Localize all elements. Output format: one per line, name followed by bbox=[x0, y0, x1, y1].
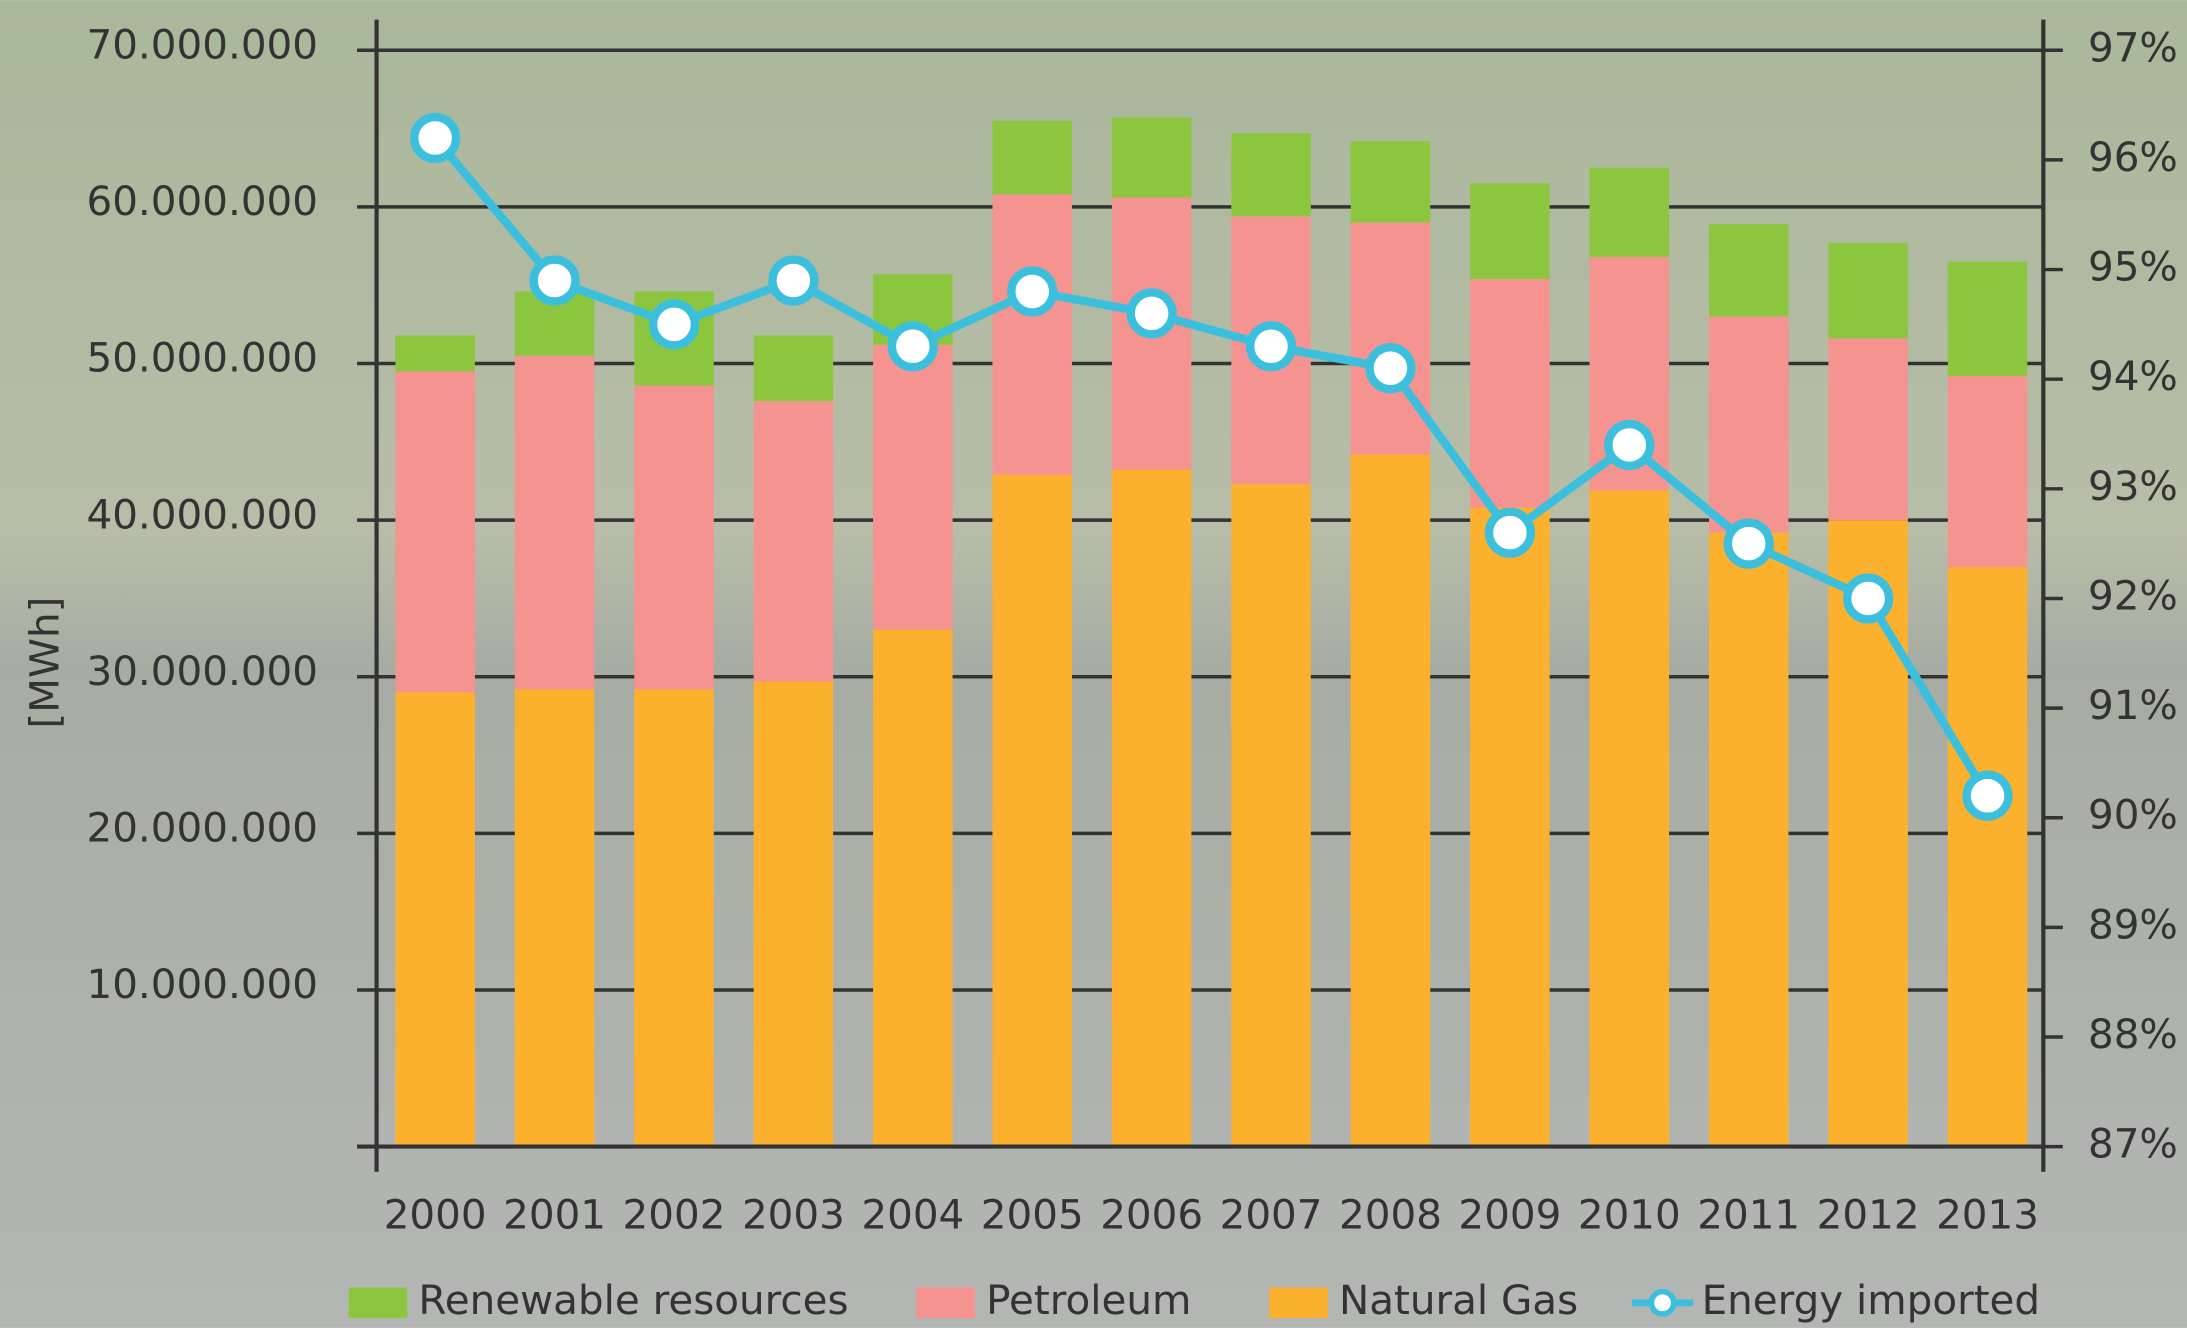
bar-segment bbox=[1351, 223, 1431, 455]
y-tick-label: 10.000.000 bbox=[86, 960, 318, 1008]
bar-segment bbox=[1828, 243, 1908, 339]
x-tick-label: 2006 bbox=[1100, 1191, 1203, 1239]
bar-segment bbox=[1351, 141, 1431, 222]
y2-tick-label: 97% bbox=[2088, 23, 2178, 71]
bar-segment bbox=[1948, 376, 2028, 567]
legend-label: Energy imported bbox=[1702, 1276, 2041, 1324]
y2-tick-label: 92% bbox=[2088, 571, 2178, 619]
line-marker bbox=[1489, 512, 1531, 554]
legend-swatch bbox=[349, 1287, 408, 1318]
bar-segment bbox=[1112, 118, 1192, 198]
x-tick-label: 2004 bbox=[861, 1191, 964, 1239]
legend-swatch bbox=[916, 1287, 975, 1318]
bar-segment bbox=[1590, 490, 1670, 1146]
x-tick-label: 2002 bbox=[623, 1191, 726, 1239]
y-tick-label: 70.000.000 bbox=[86, 21, 318, 69]
line-marker bbox=[772, 260, 814, 302]
x-tick-label: 2008 bbox=[1339, 1191, 1442, 1239]
y-tick-label: 50.000.000 bbox=[86, 334, 318, 382]
y2-tick-label: 94% bbox=[2088, 352, 2178, 400]
bar-segment bbox=[1709, 224, 1789, 316]
bar-segment bbox=[1948, 567, 2028, 1146]
bar-segment bbox=[1470, 279, 1550, 508]
chart: [MWh] 10.000.000 20.000.000 30.000.000 40.0… bbox=[0, 0, 2187, 1328]
bar-segment bbox=[395, 335, 475, 371]
line-marker bbox=[1370, 347, 1412, 389]
x-tick-label: 2013 bbox=[1936, 1191, 2039, 1239]
bar-segment bbox=[1828, 338, 1908, 520]
y2-tick-label: 89% bbox=[2088, 900, 2178, 948]
legend-swatch bbox=[1651, 1292, 1673, 1314]
bar-segment bbox=[873, 630, 953, 1147]
legend-swatch bbox=[1269, 1287, 1328, 1318]
bar-segment bbox=[873, 345, 953, 630]
line-marker bbox=[653, 303, 695, 345]
page: {"chart_data": {"type": "bar", "stacked"… bbox=[0, 0, 2187, 1328]
line-marker bbox=[1847, 578, 1889, 620]
legend-label: Renewable resources bbox=[418, 1276, 848, 1324]
bar-segment bbox=[992, 475, 1072, 1147]
line-marker bbox=[1967, 775, 2009, 817]
y2-tick-label: 87% bbox=[2088, 1120, 2178, 1168]
x-tick-label: 2011 bbox=[1697, 1191, 1800, 1239]
bar-segment bbox=[515, 689, 595, 1146]
bar-segment bbox=[1470, 183, 1550, 279]
x-tick-label: 2000 bbox=[384, 1191, 487, 1239]
line-marker bbox=[1011, 271, 1053, 313]
bar-segment bbox=[395, 692, 475, 1146]
bar-segment bbox=[1112, 470, 1192, 1147]
x-tick-label: 2012 bbox=[1817, 1191, 1920, 1239]
x-tick-label: 2001 bbox=[503, 1191, 606, 1239]
bar-segment bbox=[1470, 508, 1550, 1147]
bar-segment bbox=[1709, 317, 1789, 533]
legend-label: Natural Gas bbox=[1339, 1276, 1578, 1324]
line-marker bbox=[892, 325, 934, 367]
bar-segment bbox=[1351, 454, 1431, 1146]
bar-segment bbox=[1948, 262, 2028, 376]
y2-tick-label: 90% bbox=[2088, 791, 2178, 839]
line-marker bbox=[534, 260, 576, 302]
line-marker bbox=[1608, 424, 1650, 466]
y-tick-label: 40.000.000 bbox=[86, 490, 318, 538]
x-tick-label: 2007 bbox=[1220, 1191, 1323, 1239]
bar-segment bbox=[634, 385, 714, 689]
y2-tick-label: 96% bbox=[2088, 133, 2178, 181]
y2-tick-label: 95% bbox=[2088, 243, 2178, 291]
y-tick-label: 60.000.000 bbox=[86, 177, 318, 225]
y-tick-label: 30.000.000 bbox=[86, 647, 318, 695]
bar-segment bbox=[395, 371, 475, 692]
x-tick-label: 2003 bbox=[742, 1191, 845, 1239]
x-tick-label: 2009 bbox=[1458, 1191, 1561, 1239]
bar-segment bbox=[1709, 533, 1789, 1147]
bar-segment bbox=[1590, 168, 1670, 257]
y2-tick-label: 88% bbox=[2088, 1010, 2178, 1058]
y2-tick-label: 93% bbox=[2088, 462, 2178, 510]
line-marker bbox=[1131, 292, 1173, 334]
bar-segment bbox=[992, 194, 1072, 474]
bar-segment bbox=[992, 121, 1072, 195]
x-tick-label: 2010 bbox=[1578, 1191, 1681, 1239]
x-tick-label: 2005 bbox=[981, 1191, 1084, 1239]
bar-segment bbox=[1231, 133, 1311, 216]
bar-segment bbox=[754, 681, 834, 1146]
line-marker bbox=[414, 117, 456, 159]
bar-segment bbox=[754, 335, 834, 401]
bar-segment bbox=[1231, 484, 1311, 1146]
line-marker bbox=[1728, 523, 1770, 565]
y2-tick-label: 91% bbox=[2088, 681, 2178, 729]
bar-segment bbox=[515, 356, 595, 690]
bar-segment bbox=[754, 401, 834, 681]
legend-label: Petroleum bbox=[986, 1276, 1191, 1324]
line-marker bbox=[1250, 325, 1292, 367]
bar-segment bbox=[634, 689, 714, 1146]
y-tick-label: 20.000.000 bbox=[86, 804, 318, 852]
y-axis-label: [MWh] bbox=[20, 597, 68, 729]
